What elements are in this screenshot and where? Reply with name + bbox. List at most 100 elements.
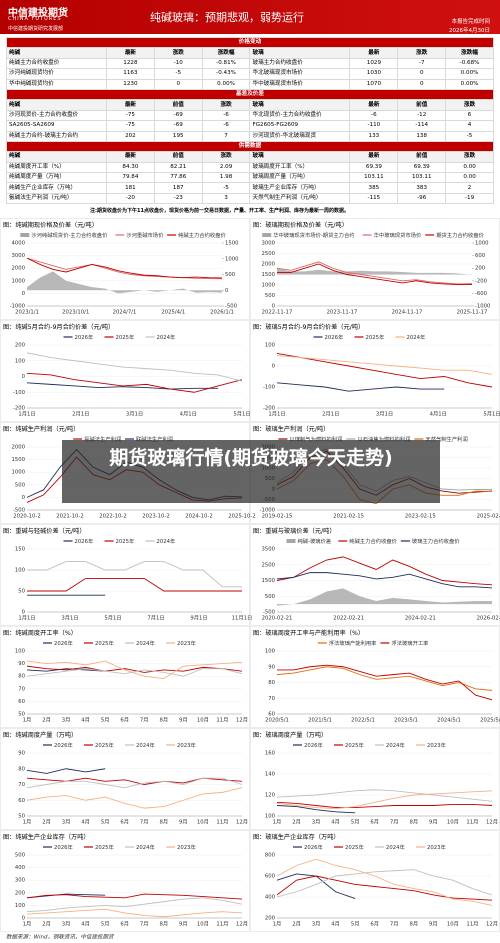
x-tick-label: 1月1日 [18,615,35,622]
y-tick-label: 2000 [12,445,26,451]
legend-label: 以煤制气为燃料的利润 [289,435,342,443]
y-tick-label: 500 [265,594,276,600]
table-cell: 69.39 [397,161,447,174]
y-tick-label: 1000 [12,278,26,284]
table-row: 华中纯碱现货均价 1230 0 0.00% 华中玻璃现货市场价 1070 0 0.00% [6,78,494,90]
area [277,268,472,275]
y-tick-label: 50 [18,712,25,718]
x-tick-label: 8月 [409,921,418,928]
x-tick-label: 2024-02-21 [405,616,436,622]
legend-label: 2024年 [386,843,405,851]
line [276,789,493,802]
x-tick-label: 2026-02-21 [477,616,500,622]
chart-title: 图：重碱与玻璃价差（元/吨） [253,527,336,535]
x-tick-label: 6月 [120,819,129,826]
chart-title: 图：玻璃生产利润（元/吨） [253,425,329,433]
x-tick-label: 2023/10/1 [62,310,89,316]
y-tick-label: 50 [18,589,25,595]
x-tick-label: 8月 [159,819,168,826]
x-tick-label: 2025-02-15 [477,514,500,520]
y-tick-label: 400 [265,895,276,901]
section-row: 基差及价差 [6,88,494,101]
table-cell: 82.21 [153,161,203,174]
table-row: 纯碱主力合约-玻璃主力合约 202 195 7 沙河现货价-华北玻璃现货 133 138 -5 [6,130,494,142]
y-tick-label: 100 [265,343,276,349]
table-row: 纯碱周度开工率（%） 84.30 82.21 2.09 玻璃周度开工率（%） 69.39 6… [6,161,494,174]
line [276,801,493,809]
table-row: 沙河现货价-主力合约收盘价 -75 -69 -6 华北现货价-主力合约收盘价 -6 -12 6 [6,109,494,122]
x-tick-label: 2月 [42,717,51,724]
legend-label: 2026年 [75,333,94,341]
table-cell: -5 [445,130,494,142]
x-tick-label: 1月 [23,819,32,826]
line [27,561,242,588]
logo-en: CHINA FUTURES [8,16,62,22]
y-tick-label: 0 [22,610,26,616]
line [26,352,243,382]
report-title: 纯碱玻璃：预期悲观，弱势运行 [150,11,304,24]
table-cell: 玻璃周度产量（万吨） [249,172,351,184]
legend-label: 2026年 [54,843,73,851]
x-tick-label: 5月 [101,921,110,928]
x-tick-label: 10月 [197,717,209,724]
x-tick-label: 3月 [62,717,71,724]
table-cell: 383 [397,182,447,194]
x-tick-label: 2019-02-15 [262,514,293,520]
table-cell: 187 [153,182,203,194]
chart-title: 图：纯碱周度开工率（%） [3,629,77,637]
section-title: 供需数据 [6,140,494,153]
column-header: 前值 [397,151,447,163]
table-cell: -7 [397,57,447,70]
x-tick-label: 3月1日 [126,411,143,418]
legend-label: 以石油焦为燃料的利润 [357,435,410,443]
legend-label: 氨碱法生产利润 [84,435,121,443]
table-cell: 沙河纯碱现货均价 [6,68,107,80]
legend-label: 2025年 [345,843,364,851]
column-header: 涨跌 [153,47,203,59]
x-tick-label: 5月 [101,717,110,724]
y-tick-label: 2500 [262,251,276,257]
legend-label: 2023年 [177,843,196,851]
legend-label: 浮法玻璃开工率 [391,639,429,647]
line [276,355,493,375]
table-cell: 玻璃主力合约收盘价 [249,57,351,70]
legend-label: 2026年 [304,741,323,749]
y-tick-label: 90 [18,661,25,667]
table-cell: -69 [153,120,203,132]
table-cell: 0 [153,78,203,90]
line [26,372,243,393]
line [26,257,223,280]
y-tick-label: -1000 [10,304,26,310]
y-tick-label: 90 [18,751,25,757]
x-tick-label: 11月 [216,921,228,928]
table-cell: -19 [445,192,494,205]
line [26,668,243,677]
column-header: 涨跌 [445,151,494,163]
y-tick-label: 120 [265,793,276,799]
table-cell: 2 [445,182,494,194]
table-row: 氨碱法生产利润（元/吨） -20 -23 3 天然气制生产利润（元/吨） -115 -96-… [6,192,494,205]
y-tick-label: 3000 [262,241,276,247]
y-tick-label: 200 [15,343,26,349]
y-tick-label: 70 [18,782,25,788]
chart-frame [250,728,500,830]
line [26,908,243,918]
y-tick-label: 70 [18,686,25,692]
table-cell: 华北现货价-主力合约收盘价 [249,109,351,122]
y2-tick-label: -500 [225,304,238,310]
line [276,382,445,392]
table-cell: 2.09 [201,161,251,174]
section-row: 价格变动 [6,36,494,49]
x-tick-label: 1月1日 [18,411,35,418]
legend-label: 2025年 [116,333,135,341]
x-tick-label: 1月1日 [268,411,285,418]
x-tick-label: 12月 [486,921,498,928]
table-cell: -75 [106,120,155,132]
y-tick-label: 500 [15,853,26,859]
x-tick-label: 2024-11-17 [392,310,423,316]
legend-label: 2023年 [177,741,196,749]
y-tick-label: 100 [15,903,26,909]
table-cell: -20 [106,192,155,205]
column-header: 涨跌幅 [445,47,494,59]
y-tick-label: 200 [265,916,276,922]
